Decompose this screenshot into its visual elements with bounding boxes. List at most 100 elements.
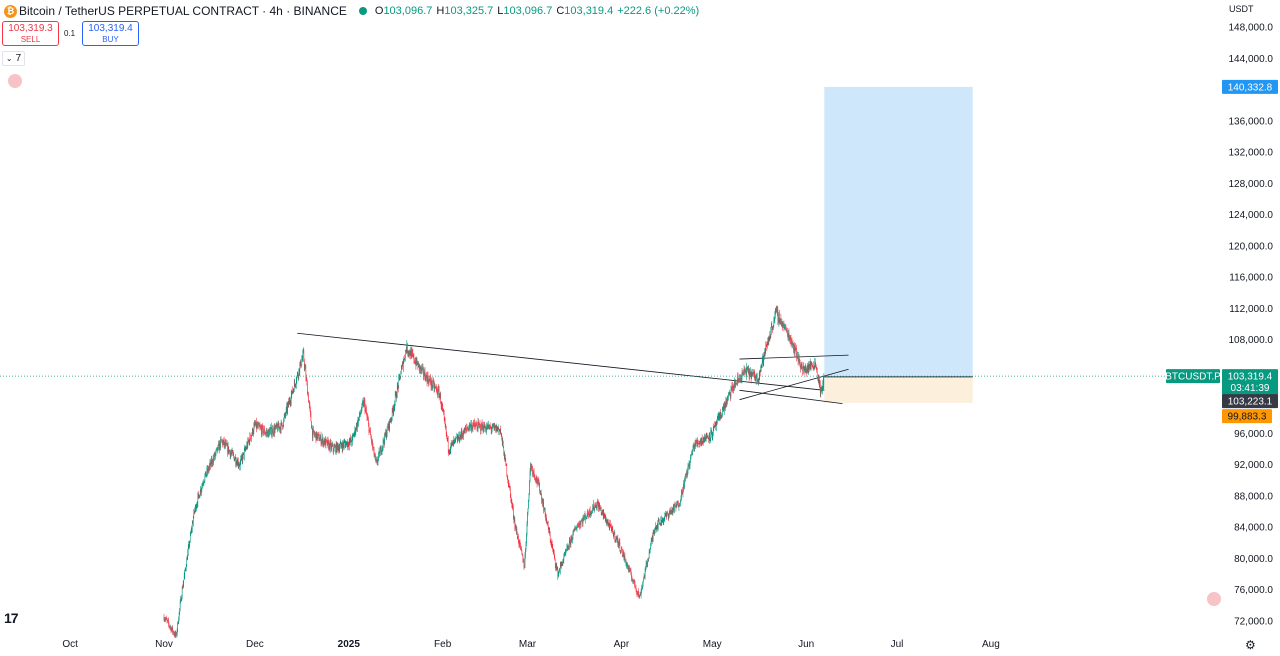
- indicators-toggle[interactable]: ⌄ 7: [2, 51, 25, 66]
- candle-body: [810, 364, 812, 367]
- alert-marker-bottom[interactable]: [1207, 592, 1221, 606]
- candle-body: [260, 426, 261, 428]
- symbol-title[interactable]: Bitcoin / TetherUS PERPETUAL CONTRACT · …: [19, 4, 347, 18]
- gear-icon[interactable]: ⚙: [1245, 638, 1256, 652]
- candle-body: [762, 355, 764, 363]
- candle-body: [619, 541, 621, 551]
- candle-body: [320, 435, 321, 439]
- candle-body: [251, 434, 253, 436]
- candle-body: [523, 561, 524, 562]
- symbol-header[interactable]: ₿ Bitcoin / TetherUS PERPETUAL CONTRACT …: [4, 3, 699, 19]
- candle-body: [673, 505, 675, 511]
- candle-body: [605, 522, 607, 523]
- tradingview-logo-icon[interactable]: 17: [4, 610, 19, 626]
- candle-body: [301, 360, 303, 365]
- candle-body: [481, 423, 482, 431]
- candle-body: [276, 423, 278, 427]
- symbol-price-tag[interactable]: BTCUSDT.P: [1165, 369, 1221, 384]
- candle-body: [293, 389, 294, 392]
- candle-body: [259, 426, 261, 428]
- candle-body: [442, 407, 443, 410]
- candle-body: [563, 560, 564, 562]
- candle-body: [313, 429, 314, 431]
- candle-body: [347, 442, 349, 447]
- candle-body: [648, 558, 649, 560]
- candle-body: [327, 440, 329, 442]
- candle-body: [519, 540, 521, 543]
- trendline[interactable]: [739, 368, 849, 401]
- candle-body: [761, 364, 762, 367]
- candle-body: [247, 444, 248, 448]
- candle-body: [500, 433, 502, 435]
- candle-body: [470, 425, 471, 428]
- candle-body: [182, 583, 184, 589]
- candle-body: [646, 562, 647, 564]
- candle-body: [174, 632, 176, 636]
- sell-button[interactable]: 103,319.3 SELL: [2, 21, 59, 46]
- x-tick-label: Oct: [62, 639, 78, 650]
- candle-body: [594, 505, 596, 508]
- candle-body: [561, 562, 563, 564]
- candle-body: [505, 454, 506, 459]
- candle-body: [601, 512, 602, 514]
- candle-body: [767, 343, 768, 348]
- candle-body: [217, 447, 218, 451]
- candle-body: [677, 501, 678, 506]
- target-price-label[interactable]: 140,332.8: [1222, 79, 1278, 94]
- candle-body: [444, 417, 445, 422]
- candle-body: [702, 438, 704, 443]
- current-price-badge[interactable]: [1222, 369, 1278, 396]
- candle-body: [173, 633, 175, 635]
- trendline[interactable]: [739, 389, 843, 404]
- candle-body: [165, 617, 167, 620]
- candle-body: [756, 374, 757, 376]
- stop-loss-zone[interactable]: [824, 376, 973, 403]
- alert-marker-top[interactable]: [8, 74, 22, 88]
- candle-body: [303, 350, 304, 353]
- candle-body: [340, 442, 342, 446]
- stop-price-label[interactable]: 99,883.3: [1222, 409, 1272, 424]
- candle-body: [258, 423, 259, 425]
- candle-body: [247, 439, 249, 448]
- currency-label[interactable]: USDT: [1229, 4, 1254, 14]
- candle-body: [657, 523, 658, 528]
- candle-body: [312, 429, 314, 438]
- candle-body: [425, 378, 426, 381]
- svg-text:103,223.1: 103,223.1: [1228, 397, 1273, 408]
- buy-button[interactable]: 103,319.4 BUY: [82, 21, 139, 46]
- candle-body: [445, 427, 447, 434]
- candle-body: [410, 350, 411, 356]
- candle-body: [623, 552, 625, 560]
- entry-price-label[interactable]: 103,223.1: [1222, 394, 1278, 409]
- candle-body: [783, 323, 784, 325]
- candle-body: [761, 360, 763, 365]
- candle-body: [654, 529, 655, 534]
- candle-body: [464, 428, 465, 434]
- candle-body: [231, 453, 232, 454]
- candle-body: [789, 337, 791, 341]
- order-quantity[interactable]: 0.1: [64, 29, 76, 38]
- candle-body: [721, 414, 722, 418]
- candle-body: [281, 422, 283, 426]
- candle-body: [263, 431, 264, 434]
- candle-body: [331, 445, 332, 449]
- candle-body: [647, 559, 649, 560]
- take-profit-zone[interactable]: [824, 86, 973, 377]
- candle-body: [260, 427, 262, 429]
- candle-body: [823, 381, 824, 387]
- candle-body: [298, 375, 299, 377]
- candle-body: [498, 428, 499, 430]
- candle-body: [454, 440, 455, 442]
- trendline[interactable]: [297, 332, 825, 391]
- candle-body: [804, 370, 805, 372]
- candle-body: [401, 365, 403, 369]
- candle-body: [801, 363, 803, 368]
- candle-body: [476, 424, 477, 426]
- candle-body: [166, 619, 168, 621]
- candle-body: [186, 558, 188, 560]
- trendline[interactable]: [739, 354, 849, 360]
- candle-body: [339, 444, 341, 448]
- candle-body: [796, 348, 797, 358]
- candle-body: [331, 445, 333, 447]
